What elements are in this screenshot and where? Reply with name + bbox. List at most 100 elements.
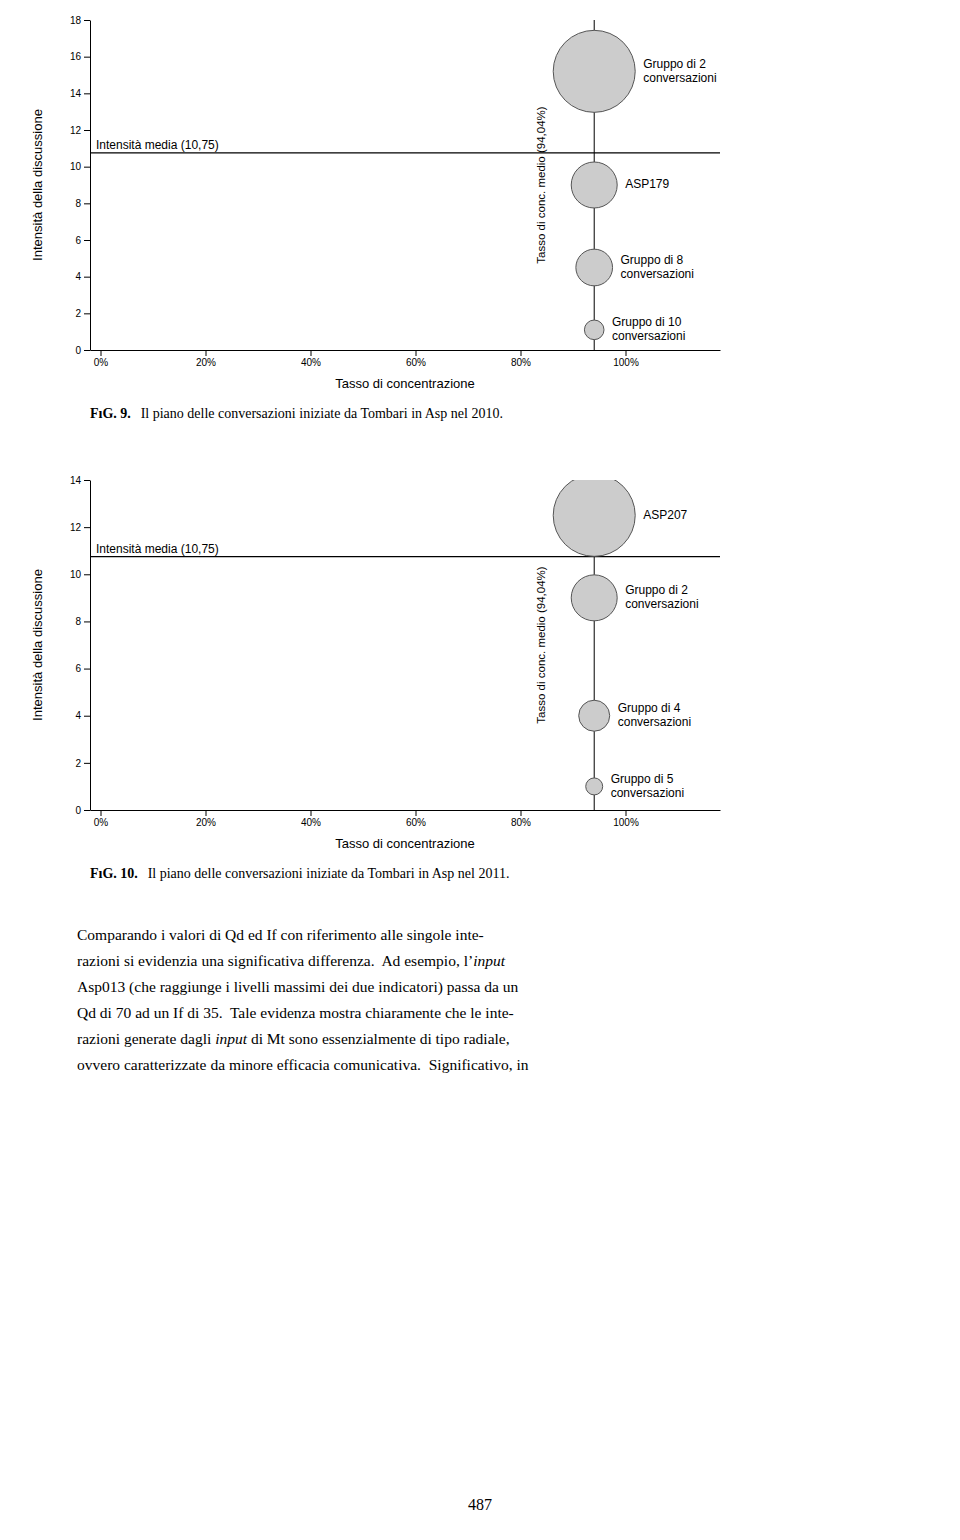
y-tick-mark — [84, 574, 90, 575]
y-tick: 6 — [75, 663, 90, 674]
y-tick-label: 12 — [70, 522, 82, 533]
y-tick-label: 8 — [75, 198, 81, 209]
y-tick-mark — [84, 716, 90, 717]
x-tick-label: 100% — [613, 817, 639, 828]
y-tick-label: 2 — [75, 308, 81, 319]
y-tick: 12 — [70, 125, 90, 136]
y-tick-label: 4 — [75, 710, 81, 721]
y-axis: 0 2 4 6 8 10 12 14 16 18 — [70, 15, 91, 356]
bubble-label: ASP179 — [625, 177, 669, 191]
x-tick: 20% — [196, 350, 216, 368]
body-segment: razioni generate dagli — [77, 1030, 215, 1047]
x-axis: 0%20%40%60%80%100% — [91, 350, 721, 368]
y-tick-mark — [84, 527, 90, 528]
x-tick-mark — [521, 350, 522, 356]
y-tick: 4 — [75, 710, 90, 721]
x-tick: 60% — [406, 350, 426, 368]
y-tick-label: 18 — [70, 15, 82, 26]
x-axis: 0%20%40%60%80%100% — [91, 810, 721, 828]
y-tick: 2 — [75, 758, 90, 769]
y-tick-mark — [84, 669, 90, 670]
body-segment: ovvero caratterizzate da minore efficaci… — [77, 1056, 529, 1073]
x-tick-mark — [311, 350, 312, 356]
y-tick: 10 — [70, 569, 90, 580]
y-tick-label: 16 — [70, 51, 82, 62]
page: 0%20%40%60%80%100%024681012141618Tasso d… — [0, 0, 960, 1540]
bubble-label-line: conversazioni — [621, 267, 694, 281]
bubble — [576, 249, 613, 286]
x-tick-label: 0% — [94, 357, 109, 368]
x-tick-label: 40% — [301, 817, 321, 828]
y-tick: 14 — [70, 475, 90, 486]
y-tick-mark — [84, 313, 90, 314]
y-tick: 12 — [70, 522, 90, 533]
mean-line — [90, 556, 720, 557]
y-tick-label: 10 — [70, 569, 82, 580]
y-tick-mark — [84, 93, 90, 94]
x-tick-label: 0% — [94, 817, 109, 828]
x-tick-mark — [101, 350, 102, 356]
y-tick: 8 — [75, 616, 90, 627]
bubble-label: Gruppo di 2conversazioni — [625, 583, 698, 611]
body-line: ovvero caratterizzate da minore efficaci… — [77, 1056, 529, 1073]
y-tick-mark — [84, 203, 90, 204]
body-segment: razioni si evidenzia una significativa d… — [77, 952, 473, 969]
x-tick-mark — [626, 350, 627, 356]
bubble — [553, 480, 635, 556]
x-axis-title: Tasso di concentrazione — [335, 836, 474, 851]
x-tick-label: 40% — [301, 357, 321, 368]
x-tick-mark — [521, 810, 522, 816]
x-tick-label: 60% — [406, 817, 426, 828]
x-tick-label: 80% — [511, 357, 531, 368]
bubble-label-line: Gruppo di 10 — [612, 315, 682, 329]
body-segment: Qd di 70 ad un If di 35. Tale evidenza m… — [77, 1004, 514, 1021]
y-tick-mark — [84, 20, 90, 21]
y-tick: 6 — [75, 235, 90, 246]
bubble-label-line: ASP179 — [625, 177, 669, 191]
x-tick: 40% — [301, 810, 321, 828]
bubble-label-line: Gruppo di 8 — [621, 253, 684, 267]
x-axis-title: Tasso di concentrazione — [335, 376, 474, 391]
y-tick: 2 — [75, 308, 90, 319]
x-tick-mark — [626, 810, 627, 816]
bubble — [586, 778, 603, 795]
y-tick-mark — [84, 350, 90, 351]
bubble — [584, 320, 604, 340]
bubble — [571, 575, 617, 621]
y-tick: 16 — [70, 51, 90, 62]
y-tick-mark — [84, 763, 90, 764]
body-line: razioni si evidenzia una significativa d… — [77, 952, 506, 969]
x-tick-mark — [311, 810, 312, 816]
chart: 0%20%40%60%80%100%02468101214Tasso di co… — [30, 474, 721, 851]
body-line: Asp013 (che raggiunge i livelli massimi … — [77, 978, 518, 996]
y-tick-label: 6 — [75, 663, 81, 674]
y-tick-mark — [84, 240, 90, 241]
bubble-label: Gruppo di 4conversazioni — [618, 701, 691, 729]
caption-text: Il piano delle conversazioni iniziate da… — [141, 406, 503, 421]
mean-line — [90, 152, 720, 153]
x-tick: 60% — [406, 810, 426, 828]
y-tick-label: 14 — [70, 475, 82, 486]
body-line: Qd di 70 ad un If di 35. Tale evidenza m… — [77, 1004, 514, 1021]
bubble-label-line: Gruppo di 4 — [618, 701, 681, 715]
mean-line-label: Intensità media (10,75) — [96, 138, 219, 152]
y-tick: 8 — [75, 198, 90, 209]
bubble — [553, 30, 635, 112]
y-tick-label: 6 — [75, 235, 81, 246]
bubble-label-line: Gruppo di 2 — [643, 57, 706, 71]
y-tick-mark — [84, 57, 90, 58]
body-segment: Asp013 (che raggiunge i livelli massimi … — [77, 978, 518, 996]
mean-line-label: Intensità media (10,75) — [96, 542, 219, 556]
y-tick-label: 14 — [70, 88, 82, 99]
y-tick: 14 — [70, 88, 90, 99]
y-axis-title: Intensità della discussione — [30, 109, 45, 261]
body-segment: Comparando i valori di Qd ed If con rife… — [77, 926, 484, 943]
y-tick-label: 10 — [70, 161, 82, 172]
y-axis-line — [90, 481, 91, 811]
y-tick: 4 — [75, 271, 90, 282]
y-tick: 0 — [75, 345, 90, 356]
bubble-label: Gruppo di 5conversazioni — [611, 772, 684, 800]
x-tick: 80% — [511, 350, 531, 368]
y-tick-mark — [84, 130, 90, 131]
x-tick-mark — [206, 350, 207, 356]
